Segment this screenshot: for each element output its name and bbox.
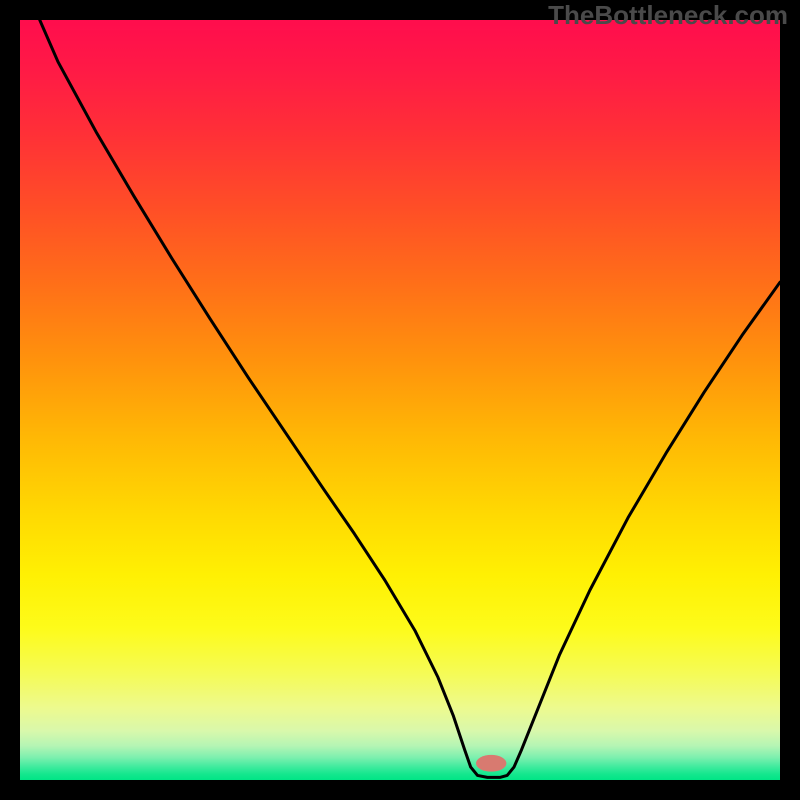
bottleneck-chart: TheBottleneck.com xyxy=(0,0,800,800)
chart-svg xyxy=(0,0,800,800)
chart-background xyxy=(20,20,780,780)
minimum-marker xyxy=(476,755,506,772)
watermark-text: TheBottleneck.com xyxy=(548,0,788,31)
